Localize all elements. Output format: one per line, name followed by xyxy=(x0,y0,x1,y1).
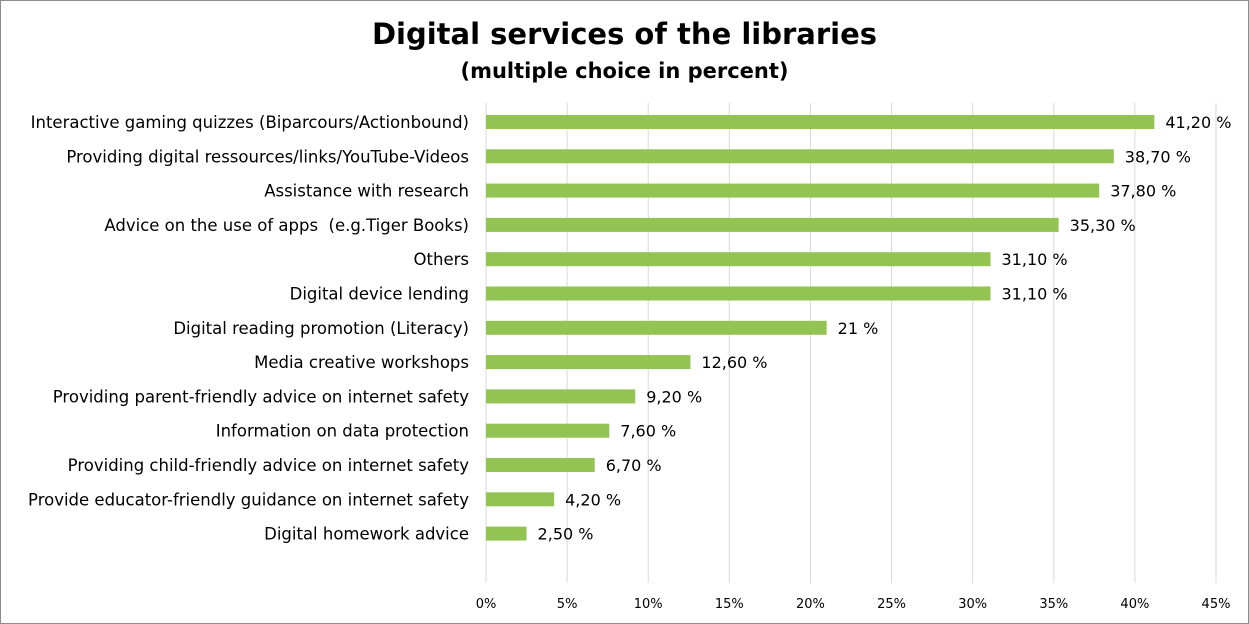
x-tick-label: 20% xyxy=(796,597,825,612)
category-label: Providing parent-friendly advice on inte… xyxy=(53,387,469,406)
category-label: Information on data protection xyxy=(216,422,469,441)
bar xyxy=(486,423,610,438)
bar xyxy=(486,355,691,370)
bar xyxy=(486,149,1114,164)
category-label: Provide educator-friendly guidance on in… xyxy=(28,490,469,509)
bar xyxy=(486,458,595,472)
data-label: 9,20 % xyxy=(646,387,702,406)
bar xyxy=(486,526,527,541)
category-label: Providing child-friendly advice on inter… xyxy=(68,456,470,475)
data-label: 31,10 % xyxy=(1002,250,1068,269)
data-label: 7,60 % xyxy=(620,422,676,441)
x-tick-label: 0% xyxy=(476,597,497,612)
data-label: 35,30 % xyxy=(1070,216,1136,235)
data-label: 6,70 % xyxy=(606,456,662,475)
bar xyxy=(486,115,1155,129)
bar xyxy=(486,217,1059,232)
data-label: 31,10 % xyxy=(1002,285,1068,304)
chart-subtitle: (multiple choice in percent) xyxy=(460,59,789,83)
x-tick-label: 5% xyxy=(557,597,578,612)
x-tick-label: 45% xyxy=(1202,597,1231,612)
x-tick-label: 25% xyxy=(877,597,906,612)
x-tick-label: 10% xyxy=(634,597,663,612)
x-tick-label: 15% xyxy=(715,597,744,612)
category-label: Providing digital ressources/links/YouTu… xyxy=(66,147,469,166)
data-label: 4,20 % xyxy=(565,490,621,509)
bar xyxy=(486,252,991,267)
bar xyxy=(486,183,1100,198)
category-label: Assistance with research xyxy=(264,182,469,201)
bar xyxy=(486,389,636,404)
category-label: Digital homework advice xyxy=(264,525,469,544)
data-label: 37,80 % xyxy=(1110,182,1176,201)
category-label: Advice on the use of apps (e.g.Tiger Boo… xyxy=(104,216,469,235)
bar xyxy=(486,320,827,335)
data-label: 21 % xyxy=(838,319,879,338)
bar xyxy=(486,286,991,301)
data-label: 38,70 % xyxy=(1125,147,1191,166)
category-label: Digital device lending xyxy=(290,285,469,304)
chart-title: Digital services of the libraries xyxy=(371,17,878,51)
data-label: 2,50 % xyxy=(538,525,594,544)
x-tick-label: 35% xyxy=(1039,597,1068,612)
category-label: Interactive gaming quizzes (Biparcours/A… xyxy=(31,113,469,132)
category-label: Media creative workshops xyxy=(254,353,469,372)
data-label: 41,20 % xyxy=(1165,113,1231,132)
data-label: 12,60 % xyxy=(701,353,767,372)
category-label: Digital reading promotion (Literacy) xyxy=(173,319,469,338)
x-tick-label: 30% xyxy=(958,597,987,612)
bar xyxy=(486,492,555,507)
category-label: Others xyxy=(414,250,469,269)
x-tick-label: 40% xyxy=(1120,597,1149,612)
